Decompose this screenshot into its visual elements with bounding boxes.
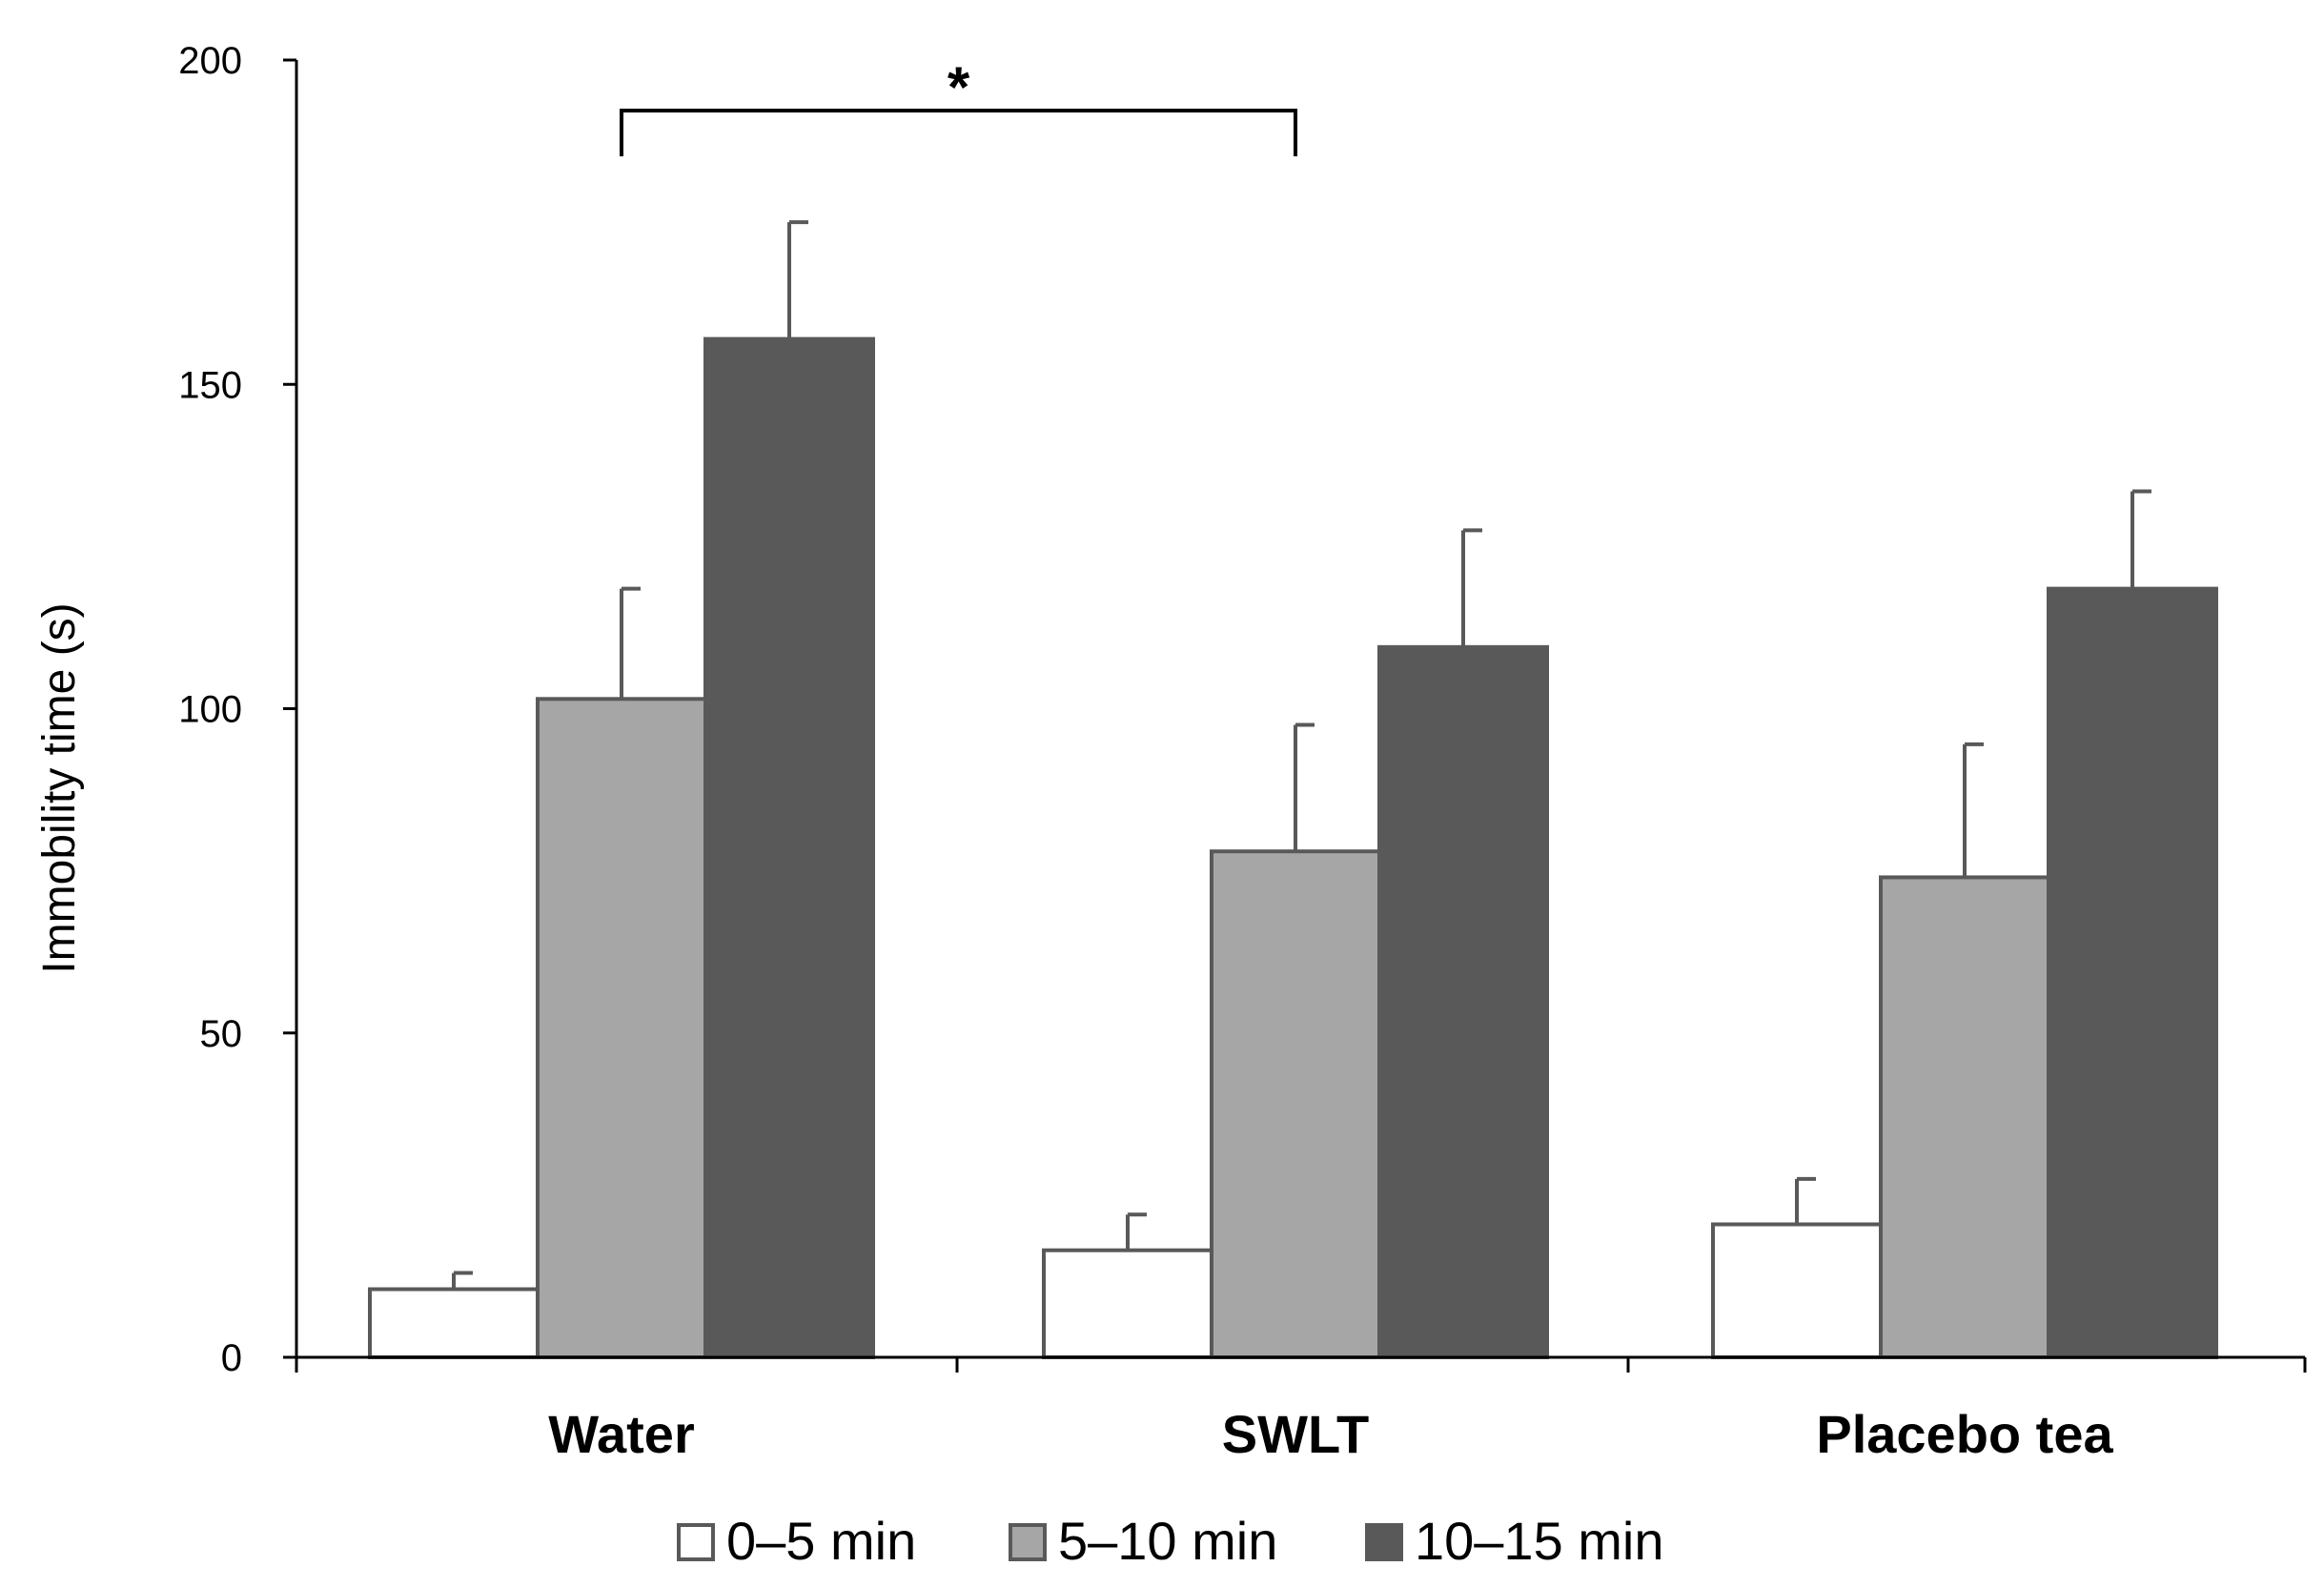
legend-swatch-series-2 — [1365, 1523, 1403, 1561]
bar-water-series-1 — [536, 697, 707, 1359]
bar-placebo-tea-series-2 — [2047, 586, 2218, 1359]
error-bars-layer — [452, 220, 2151, 1290]
y-tick-label: 100 — [178, 689, 242, 731]
y-tick-label: 200 — [178, 40, 242, 82]
legend: 0–5 min 5–10 min 10–15 min — [677, 1511, 1664, 1571]
legend-swatch-series-1 — [1009, 1523, 1047, 1561]
y-tick-label: 0 — [221, 1337, 242, 1379]
legend-label-series-1: 5–10 min — [1058, 1511, 1277, 1571]
y-ticks-layer: 0 50 100 150 200 — [178, 40, 296, 1379]
legend-label-series-2: 10–15 min — [1415, 1511, 1664, 1571]
bar-placebo-tea-series-1 — [1879, 875, 2050, 1359]
significance-bracket — [620, 109, 1297, 156]
significance-marker: * — [948, 55, 970, 119]
significance-layer: * — [620, 55, 1297, 156]
bar-placebo-tea-series-0 — [1711, 1222, 1883, 1360]
bar-water-series-2 — [703, 336, 875, 1359]
legend-label-series-0: 0–5 min — [726, 1511, 916, 1571]
y-axis-title: Immobility time (s) — [34, 602, 85, 973]
category-label-water: Water — [548, 1404, 695, 1464]
bar-water-series-0 — [368, 1287, 540, 1359]
legend-swatch-series-0 — [677, 1523, 715, 1561]
y-tick-label: 150 — [178, 364, 242, 406]
category-label-placebo-tea: Placebo tea — [1816, 1404, 2113, 1464]
bar-swlt-series-0 — [1042, 1248, 1213, 1360]
bar-swlt-series-1 — [1210, 849, 1381, 1359]
category-label-swlt: SWLT — [1222, 1404, 1369, 1464]
category-labels-layer: Water SWLT Placebo tea — [548, 1404, 2113, 1464]
y-tick-label: 50 — [200, 1013, 243, 1055]
bars-layer — [368, 336, 2218, 1360]
bar-swlt-series-2 — [1377, 644, 1549, 1359]
